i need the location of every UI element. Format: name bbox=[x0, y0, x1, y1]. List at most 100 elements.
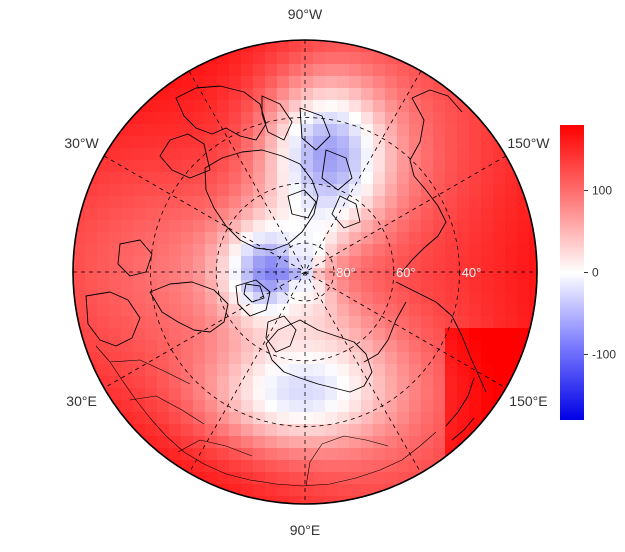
anomaly-cell bbox=[325, 76, 338, 89]
anomaly-cell bbox=[373, 412, 386, 425]
anomaly-cell bbox=[109, 316, 122, 329]
anomaly-cell bbox=[85, 304, 98, 317]
anomaly-cell bbox=[277, 340, 290, 353]
anomaly-cell bbox=[397, 400, 410, 413]
anomaly-cell bbox=[529, 424, 537, 437]
anomaly-cell bbox=[205, 448, 218, 461]
anomaly-cell bbox=[421, 400, 434, 413]
anomaly-cell bbox=[253, 76, 266, 89]
anomaly-cell bbox=[253, 412, 266, 425]
anomaly-cell bbox=[121, 232, 134, 245]
anomaly-cell bbox=[73, 496, 86, 504]
anomaly-cell bbox=[229, 364, 242, 377]
anomaly-cell bbox=[289, 412, 302, 425]
anomaly-cell bbox=[145, 64, 158, 77]
anomaly-cell bbox=[481, 316, 494, 329]
anomaly-cell bbox=[241, 340, 254, 353]
anomaly-cell bbox=[277, 364, 290, 377]
anomaly-cell bbox=[121, 400, 134, 413]
anomaly-cell bbox=[325, 364, 338, 377]
anomaly-cell bbox=[133, 76, 146, 89]
anomaly-cell bbox=[505, 316, 518, 329]
anomaly-cell bbox=[385, 256, 398, 269]
anomaly-cell bbox=[517, 496, 530, 504]
anomaly-cell bbox=[193, 424, 206, 437]
anomaly-cell bbox=[433, 148, 446, 161]
anomaly-cell bbox=[217, 376, 230, 389]
anomaly-cell bbox=[253, 340, 266, 353]
anomaly-cell bbox=[277, 148, 290, 161]
anomaly-cell bbox=[253, 100, 266, 113]
anomaly-cell bbox=[85, 292, 98, 305]
anomaly-cell bbox=[157, 148, 170, 161]
anomaly-cell bbox=[97, 424, 110, 437]
anomaly-cell bbox=[529, 40, 537, 53]
anomaly-cell bbox=[109, 340, 122, 353]
anomaly-cell bbox=[85, 436, 98, 449]
anomaly-cell bbox=[469, 400, 482, 413]
anomaly-cell bbox=[373, 448, 386, 461]
anomaly-cell bbox=[385, 196, 398, 209]
anomaly-cell bbox=[433, 472, 446, 485]
anomaly-cell bbox=[457, 484, 470, 497]
anomaly-cell bbox=[169, 52, 182, 65]
anomaly-cell bbox=[409, 244, 422, 257]
anomaly-cell bbox=[109, 256, 122, 269]
anomaly-cell bbox=[205, 268, 218, 281]
anomaly-cell bbox=[193, 76, 206, 89]
anomaly-cell bbox=[169, 160, 182, 173]
anomaly-cell bbox=[229, 172, 242, 185]
anomaly-cell bbox=[217, 364, 230, 377]
anomaly-cell bbox=[529, 112, 537, 125]
anomaly-cell bbox=[361, 304, 374, 317]
anomaly-cell bbox=[109, 328, 122, 341]
anomaly-cell bbox=[361, 316, 374, 329]
anomaly-cell bbox=[493, 280, 506, 293]
anomaly-cell bbox=[109, 460, 122, 473]
anomaly-cell bbox=[289, 352, 302, 365]
anomaly-cell bbox=[193, 496, 206, 504]
anomaly-cell bbox=[133, 268, 146, 281]
anomaly-cell bbox=[481, 52, 494, 65]
anomaly-cell bbox=[529, 340, 537, 353]
anomaly-cell bbox=[277, 208, 290, 221]
anomaly-cell bbox=[193, 292, 206, 305]
anomaly-cell bbox=[517, 448, 530, 461]
anomaly-cell bbox=[409, 268, 422, 281]
anomaly-cell bbox=[289, 376, 302, 389]
anomaly-cell bbox=[229, 52, 242, 65]
anomaly-cell bbox=[457, 76, 470, 89]
anomaly-cell bbox=[421, 172, 434, 185]
anomaly-cell bbox=[457, 472, 470, 485]
anomaly-cell bbox=[421, 412, 434, 425]
anomaly-cell bbox=[73, 424, 86, 437]
anomaly-cell bbox=[193, 208, 206, 221]
anomaly-cell bbox=[409, 220, 422, 233]
anomaly-cell bbox=[229, 280, 242, 293]
anomaly-cell bbox=[145, 460, 158, 473]
anomaly-cell bbox=[109, 64, 122, 77]
anomaly-cell bbox=[229, 64, 242, 77]
anomaly-cell bbox=[505, 52, 518, 65]
anomaly-cell bbox=[505, 484, 518, 497]
anomaly-cell bbox=[469, 88, 482, 101]
anomaly-cell bbox=[205, 364, 218, 377]
anomaly-cell bbox=[337, 352, 350, 365]
anomaly-cell bbox=[85, 412, 98, 425]
anomaly-cell bbox=[289, 52, 302, 65]
anomaly-cell bbox=[193, 184, 206, 197]
anomaly-cell bbox=[313, 76, 326, 89]
anomaly-cell bbox=[529, 268, 537, 281]
anomaly-cell bbox=[529, 100, 537, 113]
anomaly-cell bbox=[433, 376, 446, 389]
anomaly-cell bbox=[289, 172, 302, 185]
anomaly-cell bbox=[241, 100, 254, 113]
anomaly-cell bbox=[385, 88, 398, 101]
anomaly-cell bbox=[397, 484, 410, 497]
anomaly-cell bbox=[409, 232, 422, 245]
anomaly-cell bbox=[133, 160, 146, 173]
anomaly-cell bbox=[433, 244, 446, 257]
anomaly-cell bbox=[397, 328, 410, 341]
anomaly-cell bbox=[145, 292, 158, 305]
anomaly-cell bbox=[421, 316, 434, 329]
